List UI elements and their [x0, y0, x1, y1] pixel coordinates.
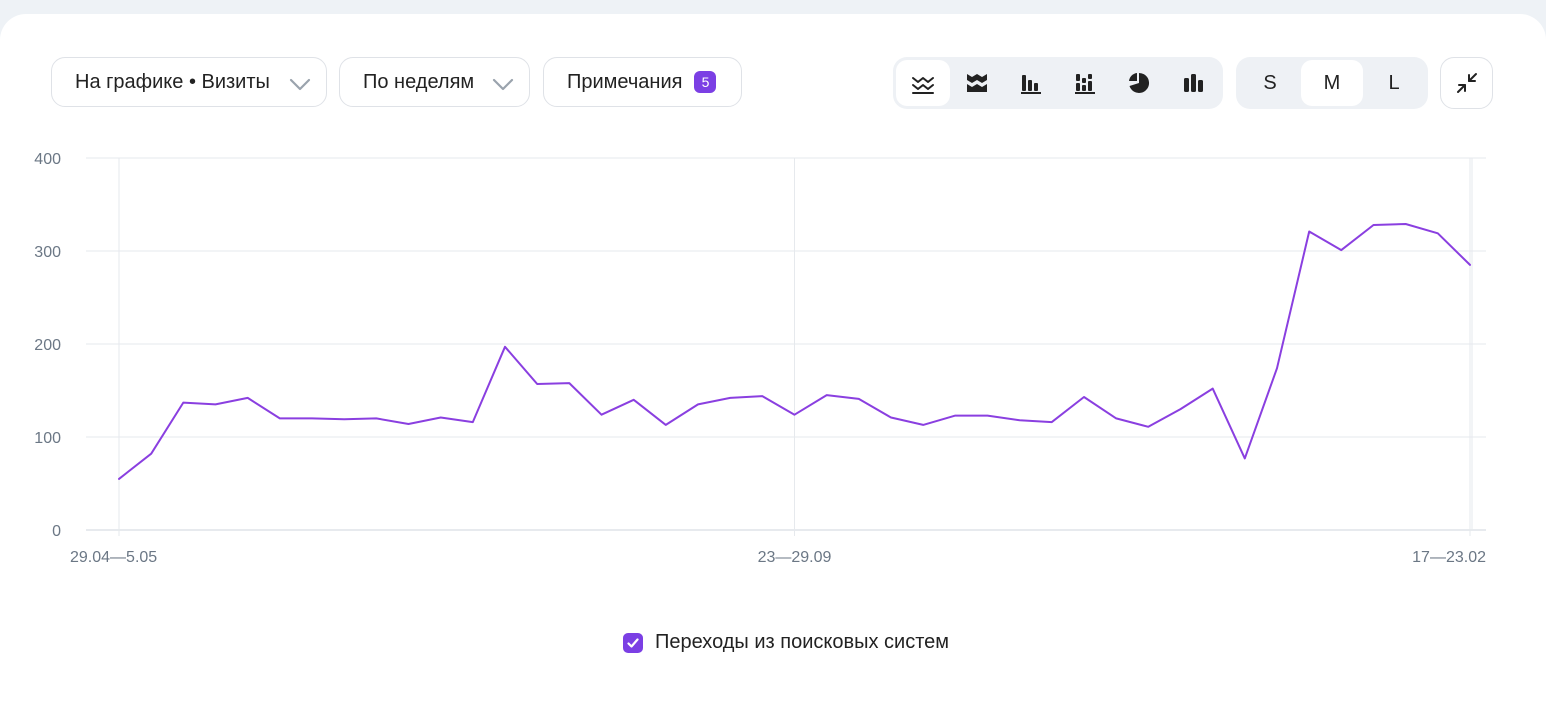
- stacked-area-icon: [967, 74, 987, 92]
- size-s-button[interactable]: S: [1263, 71, 1277, 94]
- line-chart-icon: [912, 77, 934, 94]
- chart-card: На графике • Визиты По неделям Примечани…: [0, 14, 1546, 714]
- y-tick-label: 300: [34, 244, 61, 261]
- x-axis: 29.04—5.05 23—29.09 17—23.02: [70, 549, 1486, 566]
- chart-type-stacked-bar-button[interactable]: [1058, 60, 1112, 106]
- period-dropdown-label: По неделям: [363, 70, 475, 93]
- chart-grid: [86, 157, 1486, 536]
- chevron-down-icon: [492, 78, 514, 91]
- metric-dropdown-label: На графике • Визиты: [75, 70, 270, 93]
- chart-type-stacked-area-button[interactable]: [950, 60, 1004, 106]
- chart-type-line-button[interactable]: [896, 60, 950, 106]
- y-tick-label: 200: [34, 337, 61, 354]
- line-chart: 0 100 200 300 400 29.04—5.05 23—29.09 17—23.02: [34, 151, 1486, 566]
- y-tick-label: 0: [52, 523, 61, 540]
- chart-toolbar: На графике • Визиты По неделям Примечани…: [0, 14, 1546, 134]
- size-l-button[interactable]: L: [1388, 71, 1400, 94]
- period-dropdown[interactable]: По неделям: [339, 57, 530, 107]
- chevron-down-icon: [289, 78, 311, 91]
- column-chart-icon: [1184, 74, 1203, 92]
- chart-type-pie-button[interactable]: [1112, 60, 1166, 106]
- legend-checkbox[interactable]: [623, 632, 643, 653]
- x-tick-label: 23—29.09: [758, 549, 832, 566]
- notes-count-badge: 5: [694, 71, 717, 93]
- collapse-icon: [1456, 73, 1477, 93]
- legend-label: Переходы из поисковых систем: [655, 631, 950, 653]
- notes-label: Примечания: [567, 70, 683, 93]
- chart-legend: Переходы из поисковых систем: [623, 631, 949, 654]
- y-tick-label: 400: [34, 151, 61, 168]
- pie-chart-icon: [1129, 72, 1150, 93]
- chart-size-switcher: S M L: [1236, 57, 1428, 109]
- size-m-button[interactable]: M: [1301, 60, 1363, 106]
- chart-type-column-button[interactable]: [1166, 60, 1220, 106]
- y-axis: 0 100 200 300 400: [34, 151, 61, 540]
- x-tick-label: 29.04—5.05: [70, 549, 157, 566]
- chart-type-switcher: [893, 57, 1223, 109]
- chart-series: [118, 223, 1471, 480]
- x-tick-label: 17—23.02: [1412, 549, 1486, 566]
- series-line: [118, 223, 1471, 480]
- y-tick-label: 100: [34, 430, 61, 447]
- notes-button[interactable]: Примечания 5: [543, 57, 742, 107]
- bar-chart-icon: [1021, 75, 1041, 94]
- metric-dropdown[interactable]: На графике • Визиты: [51, 57, 327, 107]
- chart-type-bar-button[interactable]: [1004, 60, 1058, 106]
- stacked-bar-icon: [1075, 74, 1095, 94]
- checkmark-icon: [627, 637, 639, 648]
- collapse-button[interactable]: [1440, 57, 1493, 109]
